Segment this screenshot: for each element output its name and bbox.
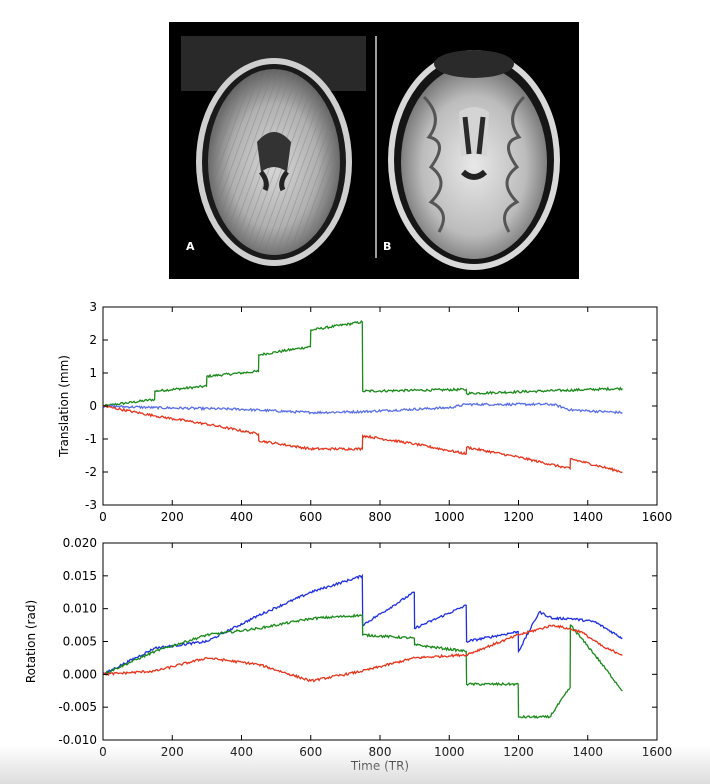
series-line-2 [102,402,623,415]
y-tick-label: 0.020 [63,536,97,550]
x-tick-label: 200 [161,510,184,524]
x-tick-label: 400 [230,745,253,759]
y-tick-label: -2 [85,465,97,479]
y-tick-label: 2 [89,333,97,347]
x-tick-label: 200 [161,745,184,759]
x-tick-label: 1000 [434,745,465,759]
x-tick-label: 0 [99,745,107,759]
panel-b-brain [388,50,560,270]
series-line-3 [102,404,623,474]
mri-comparison-image: A B [169,22,579,279]
x-tick-label: 1000 [434,510,465,524]
y-tick-label: -0.010 [58,733,97,747]
y-axis-label: Rotation (rad) [24,600,38,683]
y-axis-label: Translation (mm) [57,355,71,458]
x-tick-label: 1400 [572,510,603,524]
translation-chart: 0 200 400 600 800 1000 1200 1400 1600 -3 -2 -1 0 1 2 3 T… [57,300,672,524]
series-line-1 [102,319,623,408]
x-tick-label: 800 [369,745,392,759]
panel-a-brain [181,36,366,266]
panel-b-label: B [383,240,391,253]
x-axis-label: Time (TR) [350,759,409,773]
series-line-2 [102,613,623,719]
x-tick-label: 1400 [572,745,603,759]
series-line-1 [102,573,623,675]
y-tick-label: 0.015 [63,569,97,583]
panel-a-label: A [186,240,195,253]
y-tick-label: 0.010 [63,602,97,616]
x-tick-label: 800 [369,510,392,524]
x-tick-label: 400 [230,510,253,524]
x-tick-label: 600 [299,510,322,524]
y-tick-label: 0.000 [63,667,97,681]
series-line-3 [102,624,623,683]
y-tick-label: -3 [85,498,97,512]
rotation-chart: 0 200 400 600 800 1000 1200 1400 1600 -0.010 -0.00… [24,536,672,773]
x-tick-label: 1200 [503,745,534,759]
y-tick-label: -1 [85,432,97,446]
x-tick-label: 1600 [642,510,673,524]
x-tick-label: 0 [99,510,107,524]
y-tick-label: 1 [89,366,97,380]
y-tick-label: 3 [89,300,97,314]
y-tick-label: -0.005 [58,700,97,714]
y-tick-label: 0.005 [63,635,97,649]
y-tick-label: 0 [89,399,97,413]
plot-frame [102,306,658,506]
x-tick-label: 600 [299,745,322,759]
x-tick-label: 1600 [642,745,673,759]
x-tick-label: 1200 [503,510,534,524]
